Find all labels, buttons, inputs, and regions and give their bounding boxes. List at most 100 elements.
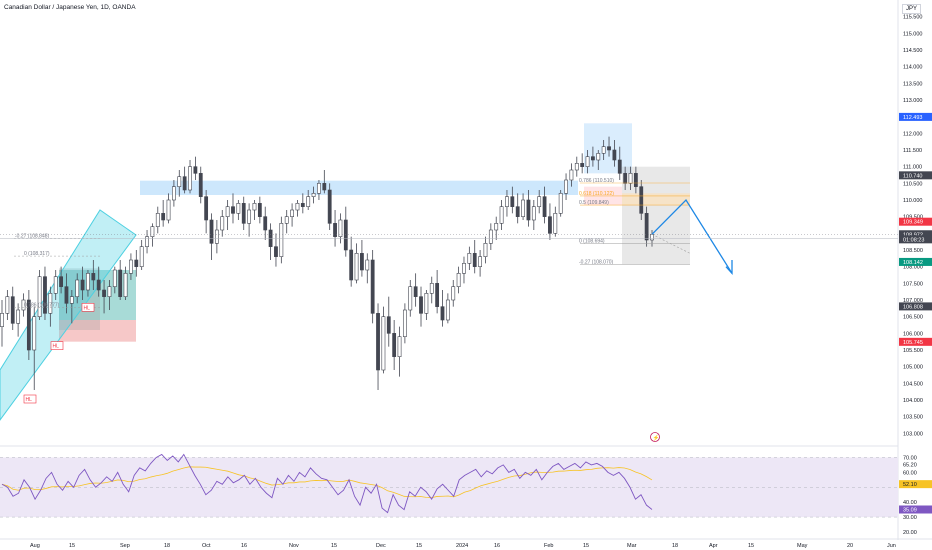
candle-body bbox=[177, 176, 182, 187]
candle-body bbox=[494, 223, 499, 231]
candle-body bbox=[209, 219, 214, 244]
fib-label: 0 (108.694) bbox=[579, 239, 605, 245]
candle-body bbox=[429, 283, 434, 294]
candle-body bbox=[284, 216, 289, 224]
price-tick-label: 107.000 bbox=[903, 298, 923, 304]
drawings: 0.786 (110.510) 0.618 (110.122) 0.5 (109.8… bbox=[14, 178, 733, 442]
candle-body bbox=[86, 273, 90, 291]
price-tick-label: 111.500 bbox=[903, 148, 922, 154]
rsi-tick-label: 65.20 bbox=[903, 463, 917, 469]
candle-body bbox=[483, 243, 488, 257]
price-badge bbox=[899, 302, 932, 311]
projection-dashed bbox=[651, 234, 691, 254]
candle-body bbox=[204, 196, 209, 221]
fib-label-left: 0 (108.317) bbox=[24, 251, 50, 257]
candle-body bbox=[252, 203, 257, 211]
candle-body bbox=[537, 196, 542, 207]
hl-label: HL bbox=[26, 397, 33, 403]
candle-body bbox=[392, 333, 397, 357]
candle-body bbox=[182, 176, 187, 191]
candle-body bbox=[48, 293, 53, 314]
time-tick-label: 2024 bbox=[456, 543, 468, 549]
rsi-tick-label: 30.00 bbox=[903, 515, 917, 521]
candle-body bbox=[435, 283, 440, 307]
candle-body bbox=[526, 199, 531, 221]
candle-body bbox=[172, 186, 176, 201]
candle-body bbox=[333, 223, 337, 237]
candle-body bbox=[397, 336, 402, 357]
candle-body bbox=[381, 316, 386, 371]
candle-body bbox=[370, 259, 375, 314]
time-tick-label: Mar bbox=[627, 543, 637, 549]
price-badge-label: 01:08:23 bbox=[903, 237, 924, 243]
time-tick-label: Dec bbox=[376, 543, 386, 549]
price-badge bbox=[899, 235, 932, 244]
candle-body bbox=[580, 163, 585, 167]
candle-body bbox=[0, 313, 4, 327]
candle-body bbox=[80, 279, 85, 291]
candle-body bbox=[317, 183, 321, 194]
candles bbox=[0, 136, 654, 390]
candle-body bbox=[574, 163, 579, 171]
price-tick-label: 114.000 bbox=[903, 65, 922, 71]
candle-body bbox=[322, 183, 327, 191]
rsi-ma-badge bbox=[899, 480, 932, 489]
time-tick-label: Feb bbox=[544, 543, 553, 549]
candle-body bbox=[231, 206, 235, 214]
candle-body bbox=[564, 179, 568, 194]
event-lightning-icon[interactable] bbox=[650, 432, 660, 442]
candle-body bbox=[451, 286, 456, 301]
time-tick-label: May bbox=[797, 543, 808, 549]
candle-body bbox=[295, 203, 300, 211]
candle-body bbox=[327, 189, 332, 224]
candle-body bbox=[440, 306, 445, 321]
price-tick-label: 108.500 bbox=[903, 248, 923, 254]
price-tick-label: 110.000 bbox=[903, 198, 922, 204]
candle-body bbox=[531, 206, 536, 221]
time-tick-label: Oct bbox=[202, 543, 211, 549]
candle-body bbox=[75, 279, 80, 297]
candle-body bbox=[413, 286, 418, 297]
candle-body bbox=[263, 216, 268, 231]
candle-body bbox=[488, 229, 493, 244]
price-tick-label: 106.500 bbox=[903, 315, 923, 321]
price-badge-label: 110.740 bbox=[903, 173, 922, 179]
projection-path bbox=[651, 198, 733, 274]
candle-body bbox=[644, 213, 649, 241]
candle-body bbox=[247, 209, 252, 224]
candle-body bbox=[236, 203, 241, 214]
price-badge-label: 112.493 bbox=[903, 115, 922, 121]
price-axis: 103.000 103.500 104.000 104.500 105.000 105.5… bbox=[0, 15, 932, 437]
candle-body bbox=[510, 196, 515, 207]
time-tick-label: 16 bbox=[494, 543, 500, 549]
candle-body bbox=[633, 173, 638, 187]
candle-body bbox=[241, 203, 246, 224]
candle-body bbox=[607, 146, 611, 151]
price-tick-label: 103.500 bbox=[903, 415, 923, 421]
price-badge-label: 109.349 bbox=[903, 220, 923, 226]
fib-label-left: 0.786 (106.777) bbox=[24, 302, 60, 308]
candle-body bbox=[499, 206, 504, 224]
price-badge-label: 106.808 bbox=[903, 304, 923, 310]
fib-label: 0.5 (109.849) bbox=[579, 200, 609, 206]
resistance-zone bbox=[140, 180, 578, 195]
candle-body bbox=[161, 213, 166, 221]
time-tick-label: 15 bbox=[416, 543, 422, 549]
candle-body bbox=[569, 169, 574, 181]
rsi-band bbox=[0, 457, 898, 518]
candle-body bbox=[354, 253, 359, 281]
currency-label[interactable]: JPY bbox=[902, 4, 922, 14]
candle-body bbox=[257, 203, 262, 217]
hl-badge bbox=[81, 303, 95, 312]
fib-label: 0.618 (110.122) bbox=[579, 191, 614, 197]
rsi-ma-label: 52.10 bbox=[903, 482, 917, 488]
candle-body bbox=[129, 259, 133, 274]
candle-body bbox=[386, 316, 391, 334]
rsi-tick-label: 60.00 bbox=[903, 470, 917, 476]
candle-body bbox=[419, 296, 423, 314]
candle-body bbox=[617, 159, 622, 174]
fib-label-left: -0.27 (108.848) bbox=[15, 233, 50, 239]
candle-body bbox=[139, 246, 144, 267]
candle-body bbox=[376, 313, 380, 371]
